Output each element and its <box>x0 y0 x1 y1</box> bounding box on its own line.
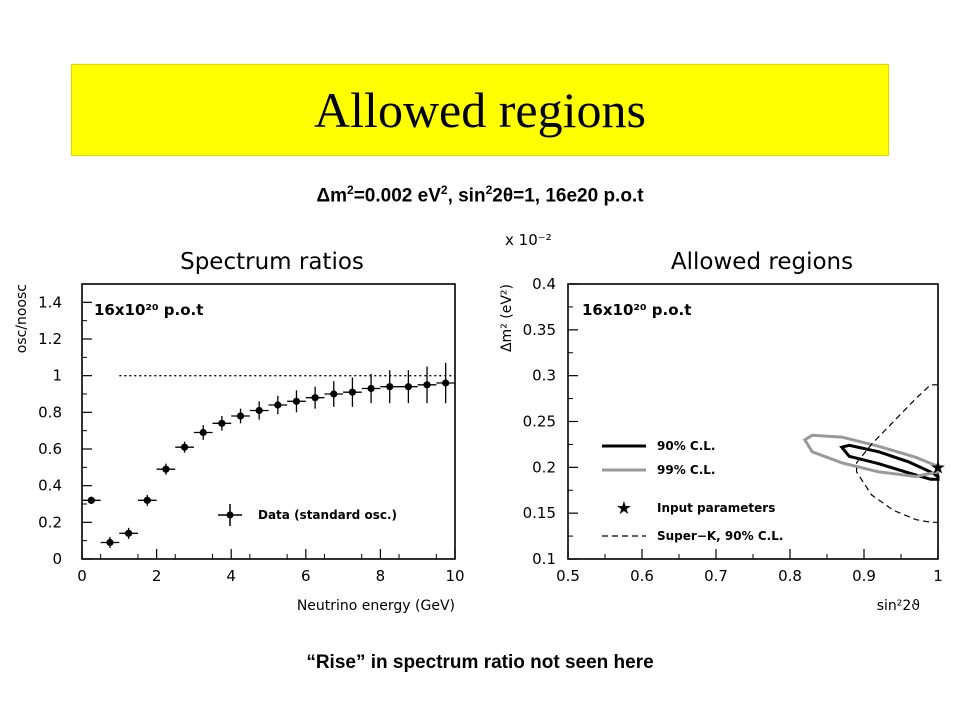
data-point <box>236 412 245 420</box>
subtitle-sep: , sin <box>447 185 486 207</box>
subtitle-exp: 2 <box>347 183 354 197</box>
right-x-axis-label: sin²2ϑ <box>877 598 920 614</box>
right-x-tick-label: 0.7 <box>704 567 728 585</box>
left-x-tick-label: 6 <box>301 567 311 585</box>
right-y-tick-label: 0.4 <box>532 275 556 293</box>
subtitle-rest: =1, 16e20 p.o.t <box>513 185 644 207</box>
right-y-axis-label: Δm² (eV²) <box>499 284 515 352</box>
left-y-tick-label: 0.8 <box>38 403 62 421</box>
left-legend: Data (standard osc.) <box>218 504 397 526</box>
left-plot-title: Spectrum ratios <box>180 249 364 275</box>
left-legend-marker <box>226 511 234 519</box>
legend-label-99cl: 99% C.L. <box>657 463 715 477</box>
left-y-tick-label: 1 <box>52 367 62 385</box>
subtitle-m: m <box>330 185 348 207</box>
subtitle-eq: =0.002 eV <box>353 185 441 207</box>
data-point <box>255 406 263 415</box>
data-point <box>386 383 394 391</box>
right-legend: 90% C.L. 99% C.L. ★ Input parameters Sup… <box>602 439 783 543</box>
data-point <box>125 529 133 537</box>
data-point <box>180 443 189 451</box>
data-point <box>311 394 319 402</box>
allowed-regions-plot: Allowed regions x 10⁻² 16x10²⁰ p.o.t sin… <box>499 231 946 614</box>
left-y-axis-label: osc/noosc <box>14 284 30 353</box>
left-plot-annotation: 16x10²⁰ p.o.t <box>94 301 203 319</box>
right-x-tick-label: 1 <box>933 567 943 585</box>
right-y-tick-label: 0.15 <box>523 504 556 522</box>
left-legend-label: Data (standard osc.) <box>258 508 397 522</box>
left-y-tick-label: 0 <box>52 550 62 568</box>
subtitle-two-theta: 2θ <box>492 185 514 207</box>
legend-label-input: Input parameters <box>657 501 775 515</box>
left-y-tick-label: 0.4 <box>38 477 62 495</box>
left-x-tick-label: 8 <box>376 567 386 585</box>
slide-subtitle: Δm2=0.002 eV2, sin22θ=1, 16e20 p.o.t <box>0 183 960 207</box>
data-point <box>367 384 375 393</box>
left-x-tick-label: 0 <box>77 567 87 585</box>
subtitle-exp: 2 <box>440 183 448 197</box>
contour-99cl <box>802 433 940 479</box>
input-parameters-star-icon: ★ <box>930 457 946 477</box>
left-y-tick-label: 1.2 <box>38 330 62 348</box>
left-y-tick-label: 0.2 <box>38 513 62 531</box>
subtitle-exp: 2 <box>485 183 493 197</box>
data-point <box>274 401 282 409</box>
right-x-tick-label: 0.6 <box>630 567 654 585</box>
right-y-tick-label: 0.35 <box>523 321 556 339</box>
left-x-tick-label: 2 <box>152 567 162 585</box>
right-y-tick-label: 0.1 <box>532 550 556 568</box>
data-point <box>423 381 431 389</box>
data-point <box>218 419 226 427</box>
title-banner: Allowed regions <box>71 64 889 156</box>
slide-caption: “Rise” in spectrum ratio not seen here <box>306 652 654 673</box>
subtitle-delta: Δ <box>316 185 331 207</box>
left-y-tick-label: 1.4 <box>38 293 62 311</box>
data-point <box>348 388 357 396</box>
right-y-multiplier: x 10⁻² <box>505 231 552 249</box>
data-point <box>292 397 301 405</box>
right-x-tick-label: 0.9 <box>852 567 876 585</box>
plots-area: Spectrum ratios 16x10²⁰ p.o.t Neutrino e… <box>14 231 946 614</box>
legend-label-90cl: 90% C.L. <box>657 439 715 453</box>
superk-contour <box>856 384 938 523</box>
right-x-tick-label: 0.8 <box>778 567 802 585</box>
data-point <box>330 390 338 398</box>
legend-label-superk: Super−K, 90% C.L. <box>657 529 783 543</box>
right-plot-annotation: 16x10²⁰ p.o.t <box>582 301 691 319</box>
legend-star-icon: ★ <box>616 498 632 518</box>
right-plot-title: Allowed regions <box>671 249 853 275</box>
left-y-tick-label: 0.6 <box>38 440 62 458</box>
left-plot-frame <box>81 283 456 560</box>
slide-title: Allowed regions <box>314 82 646 138</box>
right-x-tick-label: 0.5 <box>556 567 580 585</box>
right-y-tick-label: 0.3 <box>532 367 556 385</box>
right-y-tick-label: 0.25 <box>523 413 556 431</box>
left-x-tick-label: 4 <box>226 567 236 585</box>
data-point <box>199 428 207 437</box>
data-point <box>442 379 450 387</box>
right-y-tick-label: 0.2 <box>532 458 556 476</box>
left-x-axis-label: Neutrino energy (GeV) <box>297 598 455 614</box>
spectrum-ratio-plot: Spectrum ratios 16x10²⁰ p.o.t Neutrino e… <box>14 249 465 614</box>
data-point <box>143 496 151 504</box>
data-point <box>404 383 412 391</box>
data-point <box>162 465 170 473</box>
data-point <box>106 538 114 547</box>
contour-90cl <box>839 443 940 481</box>
data-point <box>87 496 95 504</box>
left-x-tick-label: 10 <box>445 567 464 585</box>
